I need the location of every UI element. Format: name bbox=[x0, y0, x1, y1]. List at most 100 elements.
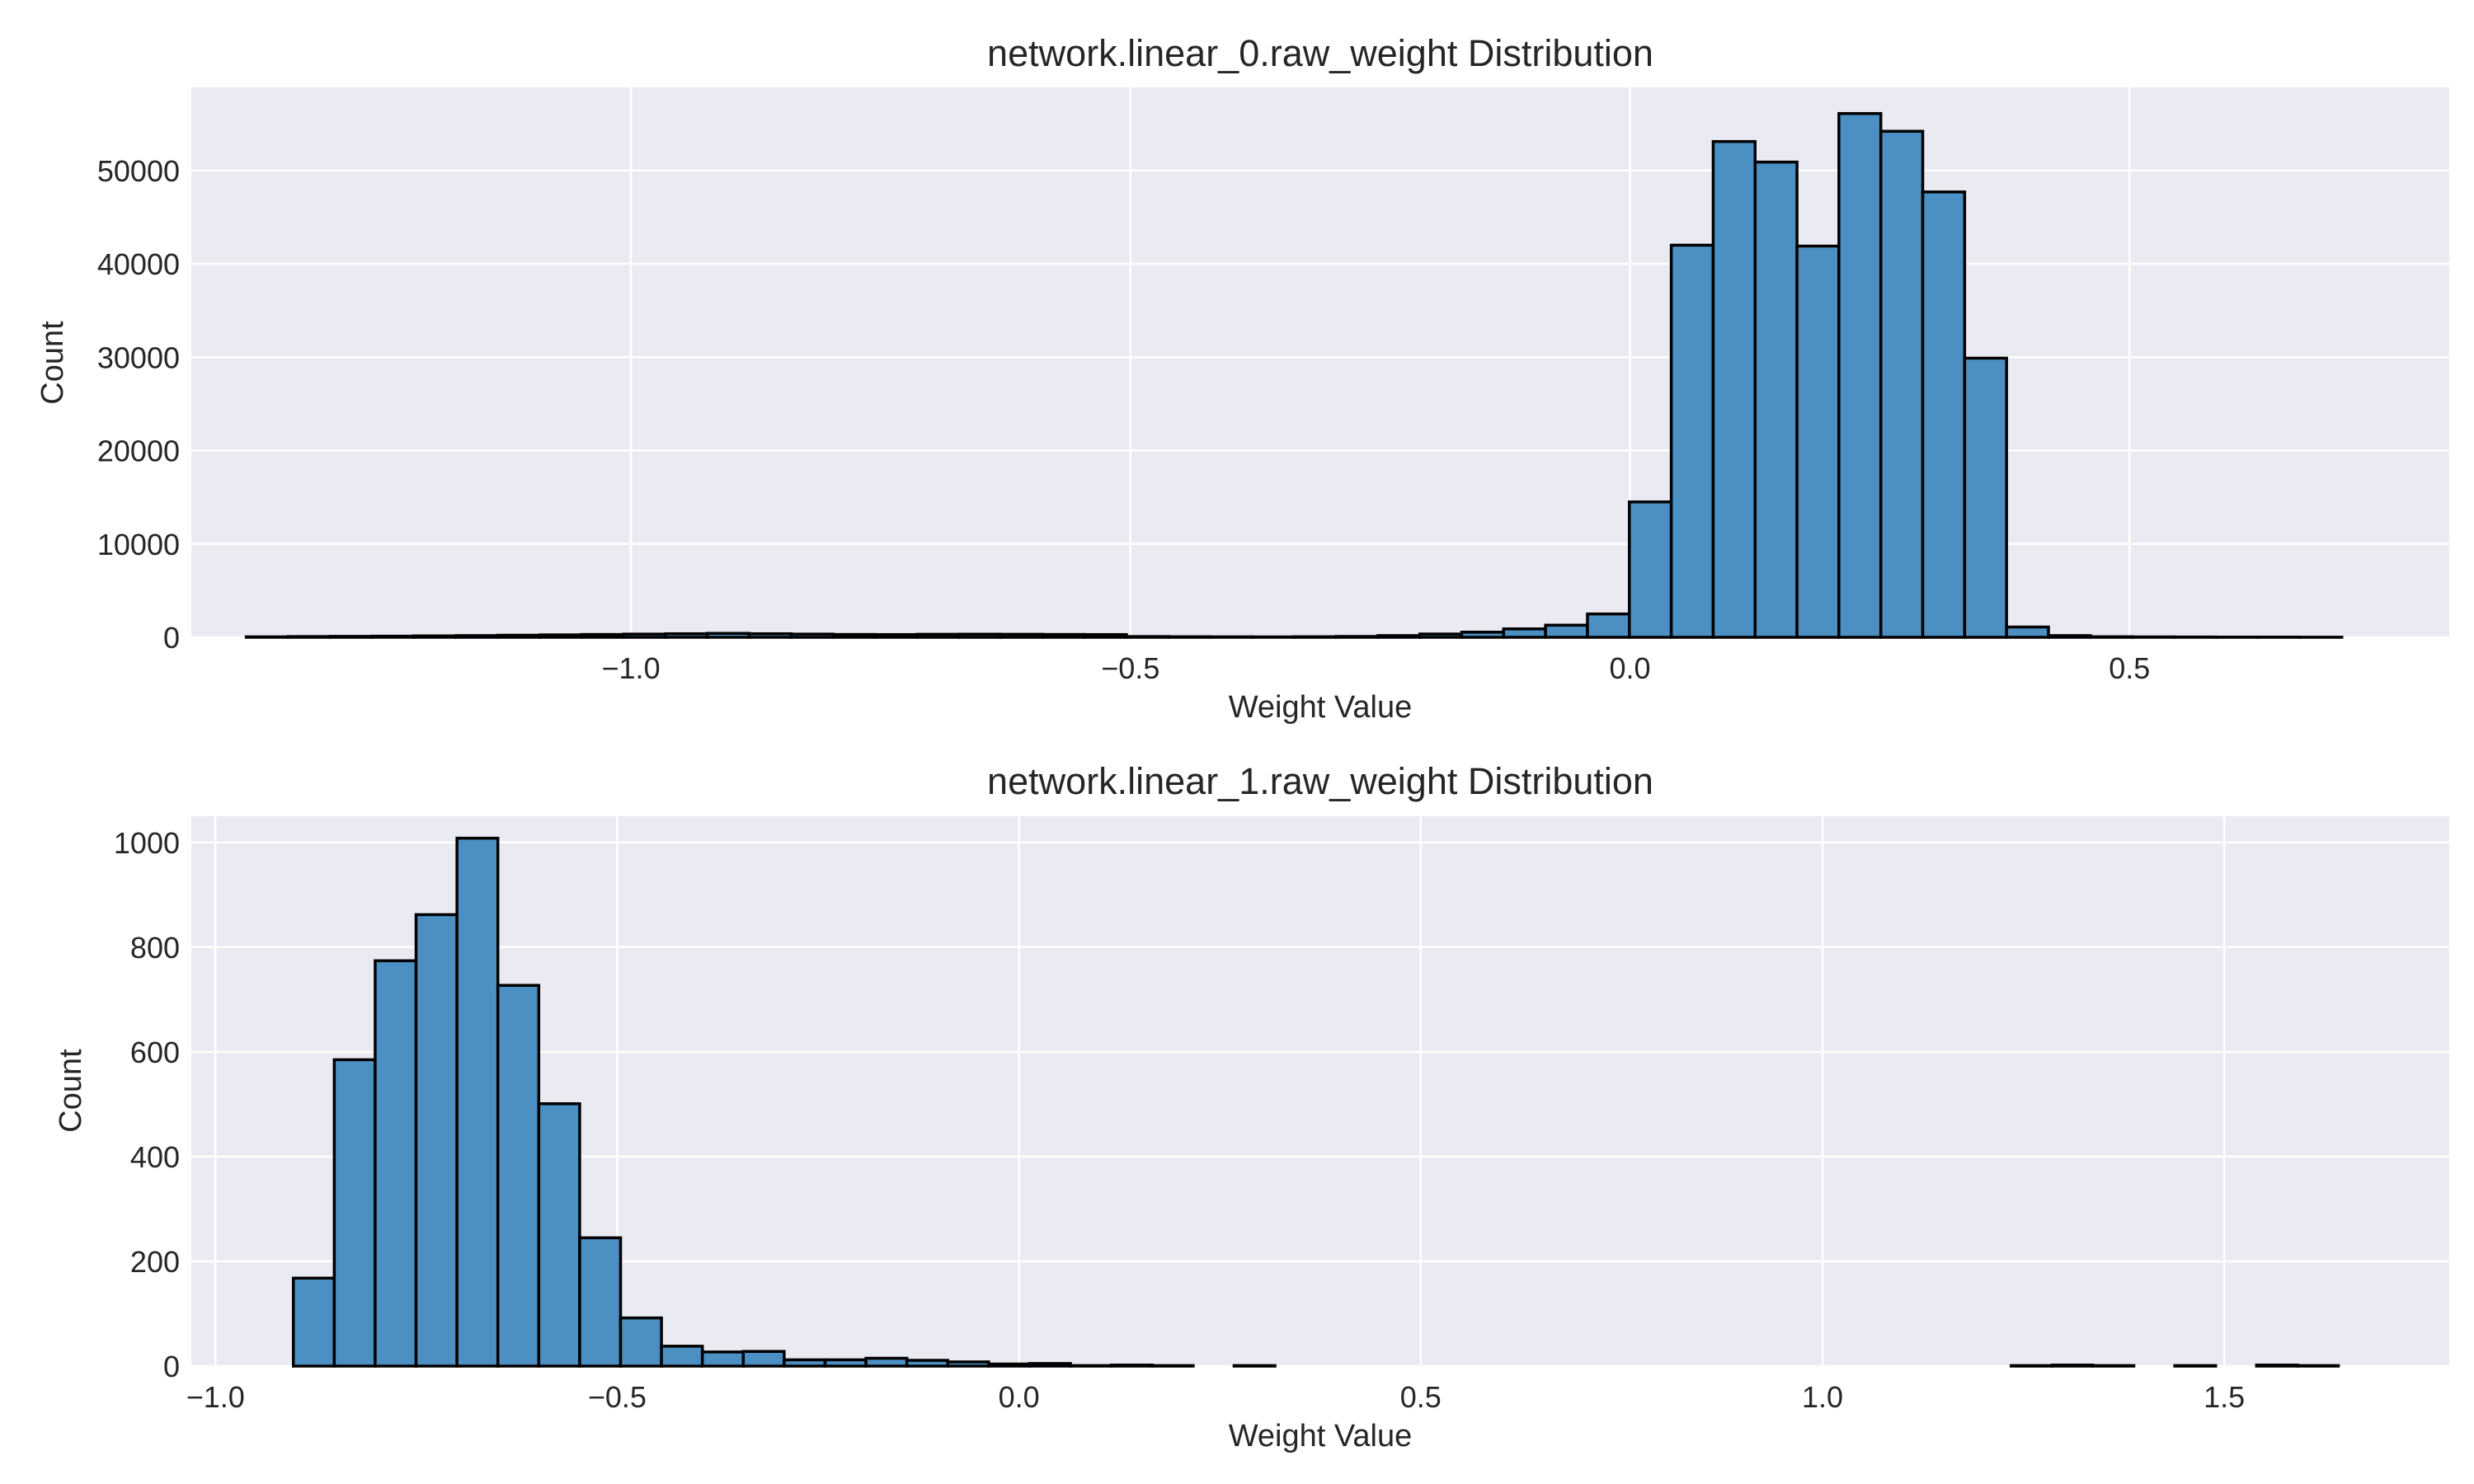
y-tick-label: 20000 bbox=[97, 434, 180, 468]
x-tick-labels: −1.0 −0.5 0.0 0.5 bbox=[602, 651, 2151, 685]
histogram-bar bbox=[2173, 1364, 2218, 1368]
x-tick-label: 0.0 bbox=[1610, 651, 1651, 685]
histogram-bar bbox=[1232, 1364, 1277, 1368]
histogram-bar bbox=[1069, 1364, 1113, 1368]
histogram-bar bbox=[1334, 635, 1380, 639]
histogram-bar bbox=[286, 635, 332, 639]
histogram-bar bbox=[2255, 1363, 2299, 1368]
x-axis-label: Weight Value bbox=[1229, 690, 1413, 725]
x-tick-label: 0.0 bbox=[999, 1380, 1040, 1414]
histogram-bar bbox=[1109, 1363, 1155, 1368]
x-tick-label: 1.0 bbox=[1802, 1380, 1843, 1414]
histogram-bar bbox=[538, 633, 583, 639]
histogram-bar bbox=[332, 1058, 377, 1368]
x-tick-label: −0.5 bbox=[1101, 651, 1159, 685]
histogram-bar bbox=[1041, 632, 1086, 639]
histogram-bar bbox=[999, 632, 1045, 639]
histogram-bar bbox=[1669, 243, 1715, 639]
y-tick-label: 0 bbox=[163, 1350, 180, 1383]
histogram-bar bbox=[1879, 129, 1925, 639]
x-axis-label: Weight Value bbox=[1229, 1419, 1413, 1453]
histogram-bar bbox=[783, 1358, 827, 1368]
histogram-bar bbox=[374, 959, 418, 1368]
histogram-bar bbox=[1150, 1364, 1195, 1368]
histogram-bar bbox=[328, 635, 374, 639]
histogram-bar bbox=[454, 634, 500, 639]
histogram-bar bbox=[987, 1362, 1032, 1368]
histogram-bar bbox=[370, 634, 416, 639]
histogram-bar bbox=[1921, 190, 1967, 639]
histogram-bar bbox=[1418, 632, 1464, 639]
y-tick-label: 10000 bbox=[97, 528, 180, 561]
x-tick-labels: −1.0 −0.5 0.0 0.5 1.0 1.5 bbox=[186, 1380, 2246, 1414]
histogram-bar bbox=[905, 1359, 950, 1368]
histogram-bar bbox=[915, 632, 961, 639]
histogram-bar bbox=[291, 1276, 336, 1368]
histogram-bar bbox=[823, 1358, 868, 1368]
histogram-bar bbox=[1837, 111, 1883, 639]
y-tick-label: 30000 bbox=[97, 340, 180, 374]
histogram-bar bbox=[1544, 623, 1589, 639]
x-tick-label: −1.0 bbox=[602, 651, 661, 685]
histogram-bar bbox=[2050, 1363, 2095, 1368]
y-tick-label: 800 bbox=[130, 931, 180, 965]
histogram-bar bbox=[618, 1316, 663, 1368]
histogram-bar bbox=[537, 1101, 581, 1368]
histogram-bar bbox=[2047, 634, 2092, 639]
x-tick-label: 0.5 bbox=[1400, 1380, 1442, 1414]
histogram-bar bbox=[1028, 1362, 1072, 1368]
histogram-bar bbox=[747, 632, 793, 639]
y-tick-labels: 0 200 400 600 800 1000 bbox=[114, 826, 180, 1383]
chart-title: network.linear_1.raw_weight Distribution bbox=[987, 760, 1653, 802]
histogram-bar bbox=[700, 1350, 745, 1368]
histogram-bar bbox=[1166, 635, 1212, 639]
histogram-bar bbox=[2296, 1364, 2340, 1368]
x-tick-label: 1.5 bbox=[2204, 1380, 2245, 1414]
histogram-bar bbox=[1376, 634, 1422, 639]
histogram-bar bbox=[1083, 632, 1128, 639]
y-tick-label: 600 bbox=[130, 1036, 180, 1069]
y-tick-labels: 0 10000 20000 30000 40000 50000 bbox=[97, 154, 180, 655]
histogram-bar bbox=[244, 635, 290, 639]
histogram-bar bbox=[496, 633, 542, 639]
plot-area bbox=[191, 87, 2449, 637]
gridlines bbox=[191, 87, 2449, 639]
histogram-bar bbox=[1292, 635, 1338, 639]
x-tick-label: −1.0 bbox=[186, 1380, 245, 1414]
x-tick-label: −0.5 bbox=[588, 1380, 647, 1414]
histogram-bar bbox=[1963, 356, 2008, 639]
histogram-bar bbox=[578, 1236, 623, 1368]
histogram-bar bbox=[660, 1345, 704, 1368]
histogram-bar bbox=[580, 632, 625, 639]
histogram-bar bbox=[2089, 635, 2134, 639]
histogram-bar bbox=[957, 632, 1003, 639]
histogram-bar bbox=[741, 1350, 786, 1368]
y-axis-label: Count bbox=[54, 1049, 88, 1133]
y-tick-label: 200 bbox=[130, 1245, 180, 1279]
histogram-bar bbox=[873, 632, 919, 639]
histogram-bar bbox=[622, 632, 667, 639]
histogram-bar bbox=[1502, 627, 1547, 639]
x-tick-label: 0.5 bbox=[2109, 651, 2150, 685]
y-tick-label: 1000 bbox=[114, 826, 180, 860]
histogram-bars bbox=[291, 836, 2340, 1368]
histogram-bar bbox=[664, 632, 709, 639]
histogram-bar bbox=[1208, 635, 1254, 639]
histogram-bar bbox=[1628, 500, 1673, 639]
histogram-bar bbox=[1711, 139, 1757, 639]
histogram-bar bbox=[789, 632, 835, 639]
y-tick-label: 40000 bbox=[97, 247, 180, 281]
y-tick-label: 50000 bbox=[97, 154, 180, 188]
histogram-bar bbox=[1460, 631, 1506, 639]
histogram-bar bbox=[455, 836, 500, 1368]
histogram-bar bbox=[412, 634, 458, 639]
histogram-bar bbox=[2005, 625, 2050, 639]
histogram-bar bbox=[864, 1356, 909, 1368]
histogram-bar bbox=[831, 632, 877, 639]
histogram-bar bbox=[496, 984, 541, 1368]
chart-title: network.linear_0.raw_weight Distribution bbox=[987, 32, 1653, 74]
histogram-bar bbox=[1125, 635, 1170, 639]
histogram-bar bbox=[1586, 612, 1631, 639]
histogram-bar bbox=[1753, 160, 1799, 639]
